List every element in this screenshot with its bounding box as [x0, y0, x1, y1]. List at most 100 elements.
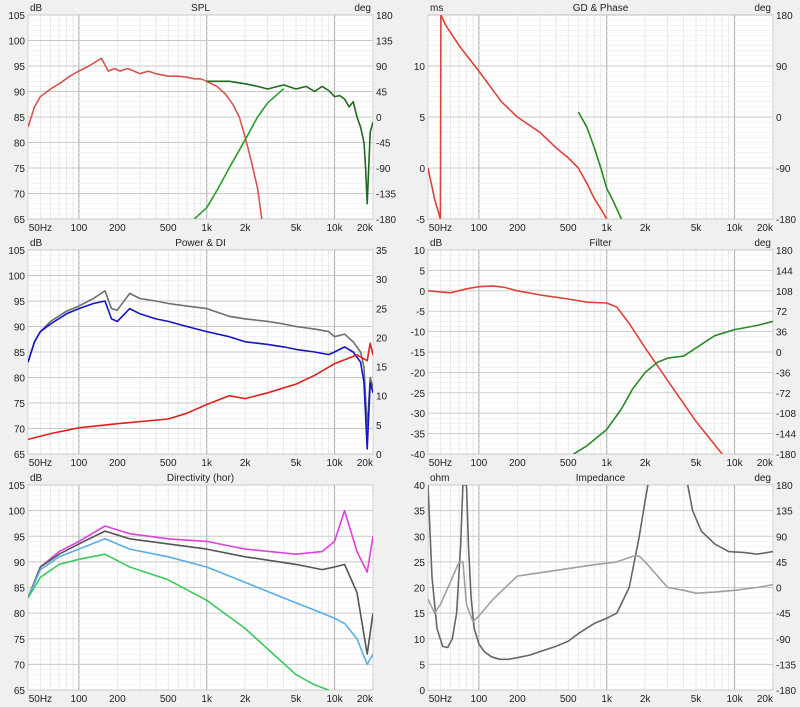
series-line-0 — [28, 57, 263, 219]
left-unit-label: dB — [430, 238, 443, 249]
x-tick-label: 500 — [560, 458, 577, 469]
x-tick-label: 50Hz — [29, 458, 52, 469]
y2-tick-label: -135 — [376, 190, 396, 201]
y-tick-label: -25 — [411, 389, 426, 400]
x-tick-label: 10k — [326, 458, 343, 469]
x-tick-label: 2k — [240, 223, 252, 234]
y2-tick-label: -108 — [776, 409, 796, 420]
y2-tick-label: 15 — [376, 363, 388, 374]
x-tick-label: 200 — [509, 458, 526, 469]
y-tick-label: 0 — [419, 287, 425, 298]
y-tick-label: 100 — [8, 37, 25, 48]
x-tick-label: 1k — [601, 694, 613, 705]
y2-tick-label: -90 — [776, 635, 791, 646]
series-line-1 — [686, 485, 773, 556]
y2-tick-label: -135 — [776, 660, 796, 671]
x-tick-label: 50Hz — [429, 223, 452, 234]
y2-tick-label: -180 — [776, 215, 796, 226]
y-tick-label: -5 — [416, 215, 425, 226]
chart-panel-0: 65 70 75 80 85 90 95 100 105 -180 -135 -90 -45 0 45 90 1… — [8, 3, 396, 234]
x-tick-label: 20k — [357, 694, 374, 705]
x-tick-label: 5k — [291, 694, 303, 705]
x-tick-label: 5k — [691, 694, 703, 705]
series-line-3 — [28, 553, 329, 690]
y-tick-label: 105 — [8, 11, 25, 22]
y2-tick-label: -180 — [776, 686, 796, 697]
chart-panel-3: -40 -35 -30 -25 -20 -15 -10 -5 0 5 10 -180 -144 -108 -… — [411, 238, 797, 469]
chart-panel-2: 65 70 75 80 85 90 95 100 105 0 5 10 15 20 25 30 35 50Hz 10… — [8, 238, 387, 469]
series-line-0 — [428, 485, 649, 661]
x-tick-label: 5k — [691, 223, 703, 234]
y2-tick-label: -45 — [776, 609, 791, 620]
x-tick-label: 10k — [726, 223, 743, 234]
x-tick-label: 20k — [757, 458, 774, 469]
y2-tick-label: 90 — [776, 532, 788, 543]
y2-tick-label: 180 — [776, 246, 793, 257]
x-tick-label: 10k — [326, 223, 343, 234]
x-tick-label: 20k — [757, 694, 774, 705]
series-line-0 — [428, 15, 608, 219]
left-unit-label: ms — [430, 3, 443, 14]
x-tick-label: 50Hz — [29, 223, 52, 234]
y-tick-label: -20 — [411, 368, 426, 379]
x-tick-label: 2k — [640, 458, 652, 469]
y2-tick-label: 25 — [376, 304, 388, 315]
y2-tick-label: 30 — [376, 275, 388, 286]
y2-tick-label: 0 — [776, 113, 782, 124]
y2-tick-label: -90 — [376, 164, 391, 175]
x-tick-label: 500 — [160, 458, 177, 469]
y2-tick-label: 0 — [376, 113, 382, 124]
y2-tick-label: -180 — [776, 450, 796, 461]
y-tick-label: 25 — [414, 558, 426, 569]
y-tick-label: 65 — [14, 686, 26, 697]
series-line-1 — [28, 530, 373, 655]
series-line-1 — [28, 300, 373, 450]
y2-tick-label: 108 — [776, 287, 793, 298]
x-tick-label: 20k — [357, 223, 374, 234]
y2-tick-label: 135 — [776, 507, 793, 518]
series-line-2 — [28, 342, 373, 441]
y2-tick-label: 180 — [776, 481, 793, 492]
series-line-0 — [428, 285, 723, 454]
y-tick-label: 0 — [419, 164, 425, 175]
series-line-0 — [28, 509, 373, 599]
y-tick-label: 10 — [414, 246, 426, 257]
y2-tick-label: -36 — [776, 368, 791, 379]
x-tick-label: 50Hz — [29, 694, 52, 705]
series-line-2 — [193, 88, 285, 219]
left-unit-label: dB — [30, 238, 43, 249]
y2-tick-label: 90 — [776, 62, 788, 73]
x-tick-label: 10k — [326, 694, 343, 705]
right-unit-label: deg — [754, 238, 771, 249]
y2-tick-label: -45 — [376, 139, 391, 150]
x-tick-label: 1k — [201, 694, 213, 705]
chart-panel-1: -5 0 5 10 -180 -90 0 90 180 50Hz 100 200 500 1k 2k 5k 10… — [414, 3, 797, 234]
x-tick-label: 100 — [471, 458, 488, 469]
y-tick-label: 70 — [14, 660, 26, 671]
x-tick-label: 100 — [471, 694, 488, 705]
y2-tick-label: 144 — [776, 266, 793, 277]
y2-tick-label: 45 — [776, 558, 788, 569]
x-tick-label: 200 — [109, 223, 126, 234]
left-unit-label: dB — [30, 3, 43, 14]
x-tick-label: 200 — [109, 458, 126, 469]
y-tick-label: 15 — [414, 609, 426, 620]
y-tick-label: 85 — [14, 348, 26, 359]
y-tick-label: 65 — [14, 215, 26, 226]
y2-tick-label: -144 — [776, 430, 796, 441]
x-tick-label: 500 — [160, 694, 177, 705]
y2-tick-label: -72 — [776, 389, 791, 400]
x-tick-label: 5k — [691, 458, 703, 469]
x-tick-label: 2k — [240, 458, 252, 469]
y2-tick-label: 20 — [376, 333, 388, 344]
y-tick-label: 95 — [14, 62, 26, 73]
x-tick-label: 50Hz — [429, 458, 452, 469]
series-line-1 — [206, 80, 373, 205]
x-tick-label: 50Hz — [429, 694, 452, 705]
y-tick-label: 5 — [419, 266, 425, 277]
x-tick-label: 100 — [71, 694, 88, 705]
left-unit-label: dB — [30, 473, 43, 484]
x-tick-label: 200 — [509, 694, 526, 705]
right-unit-label: deg — [754, 3, 771, 14]
y2-tick-label: 0 — [776, 584, 782, 595]
